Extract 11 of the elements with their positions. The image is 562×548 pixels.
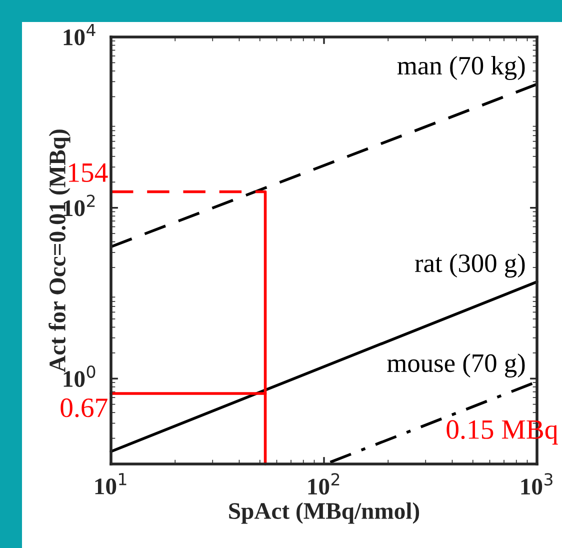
x-tick-label: 10$^{2}$ <box>308 473 340 495</box>
x-axis-title: SpAct (MBq/nmol) <box>229 502 420 524</box>
series-label: mouse (70 g) <box>387 354 525 378</box>
y-tick-label: 10$^{4}$ <box>64 24 96 46</box>
series-label: rat (300 g) <box>415 254 525 278</box>
annotation: 154 <box>69 163 108 182</box>
y-tick-label: 10$^{2}$ <box>64 194 95 216</box>
annotation: 0.67 <box>60 398 108 418</box>
series-label: man (70 kg) <box>397 56 525 80</box>
x-tick-label: 10$^{3}$ <box>521 473 552 495</box>
x-tick-label: 10$^{1}$ <box>95 473 126 494</box>
